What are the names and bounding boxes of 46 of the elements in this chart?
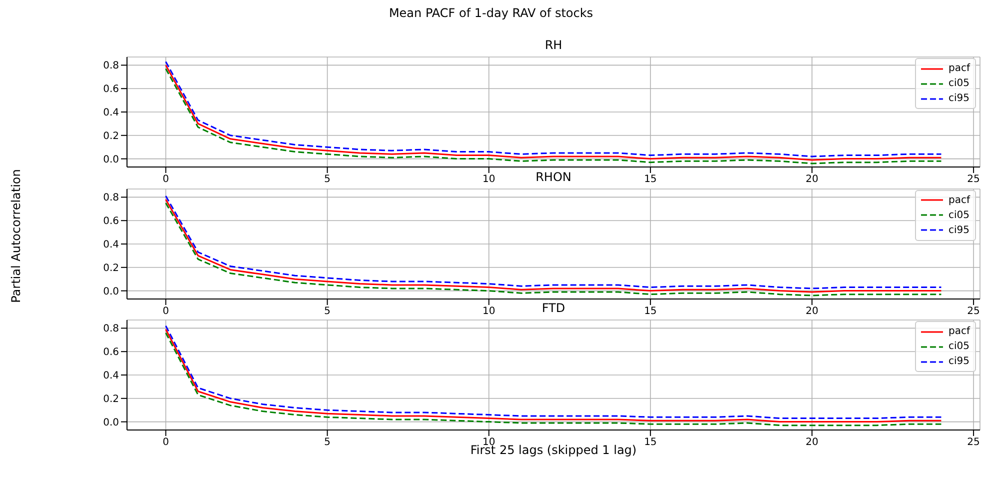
legend-label: ci05 xyxy=(948,341,970,352)
x-tick-label: 15 xyxy=(644,174,657,186)
x-tick-label: 25 xyxy=(967,437,980,448)
x-tick-label: 5 xyxy=(324,174,331,186)
y-tick-label: 0.4 xyxy=(103,239,119,250)
y-tick-label: 0.2 xyxy=(103,262,119,274)
y-tick-label: 0.4 xyxy=(103,370,119,382)
y-tick-label: 0.4 xyxy=(103,108,119,119)
chart-title: RH xyxy=(544,38,564,52)
legend-label: ci05 xyxy=(948,210,970,220)
y-tick-label: 0.0 xyxy=(103,154,119,166)
x-tick-label: 10 xyxy=(482,306,496,317)
y-tick-label: 0.2 xyxy=(103,394,119,405)
legend-label: ci95 xyxy=(948,356,970,367)
chart-title: FTD xyxy=(542,301,566,315)
x-tick-label: 15 xyxy=(644,437,657,448)
y-tick-label: 0.8 xyxy=(103,60,119,72)
x-tick-label: 25 xyxy=(967,174,980,186)
x-tick-label: 20 xyxy=(806,437,818,448)
legend-label: pacf xyxy=(948,194,970,206)
legend-label: pacf xyxy=(948,63,970,74)
legend-label: ci05 xyxy=(948,78,970,89)
y-tick-label: 0.6 xyxy=(103,216,119,227)
y-tick-label: 0.2 xyxy=(103,130,119,142)
x-tick-label: 0 xyxy=(162,437,169,448)
x-tick-label: 5 xyxy=(324,437,331,448)
text: Mean PACF of 1-day RAV of stocks xyxy=(388,6,594,20)
y-tick-label: 0.6 xyxy=(103,84,119,96)
x-tick-label: 20 xyxy=(806,306,818,317)
y-axis-title: Partial Autocorrelation xyxy=(9,168,23,302)
x-tick-label: 25 xyxy=(967,306,980,317)
legend-label: ci95 xyxy=(948,93,970,104)
x-tick-label: 20 xyxy=(806,174,818,186)
x-tick-label: 5 xyxy=(324,306,331,317)
x-tick-label: 15 xyxy=(644,306,657,317)
y-tick-label: 0.0 xyxy=(103,417,119,428)
x-tick-label: 0 xyxy=(162,306,169,317)
y-tick-label: 0.8 xyxy=(103,192,119,204)
legend-label: pacf xyxy=(948,326,970,337)
chart-title: RHON xyxy=(536,170,572,184)
y-tick-label: 0.8 xyxy=(103,324,119,335)
y-tick-label: 0.0 xyxy=(103,286,119,297)
x-tick-label: 10 xyxy=(482,174,496,186)
legend-label: ci95 xyxy=(948,224,970,236)
y-tick-label: 0.6 xyxy=(103,347,119,358)
x-tick-label: 0 xyxy=(162,174,169,186)
